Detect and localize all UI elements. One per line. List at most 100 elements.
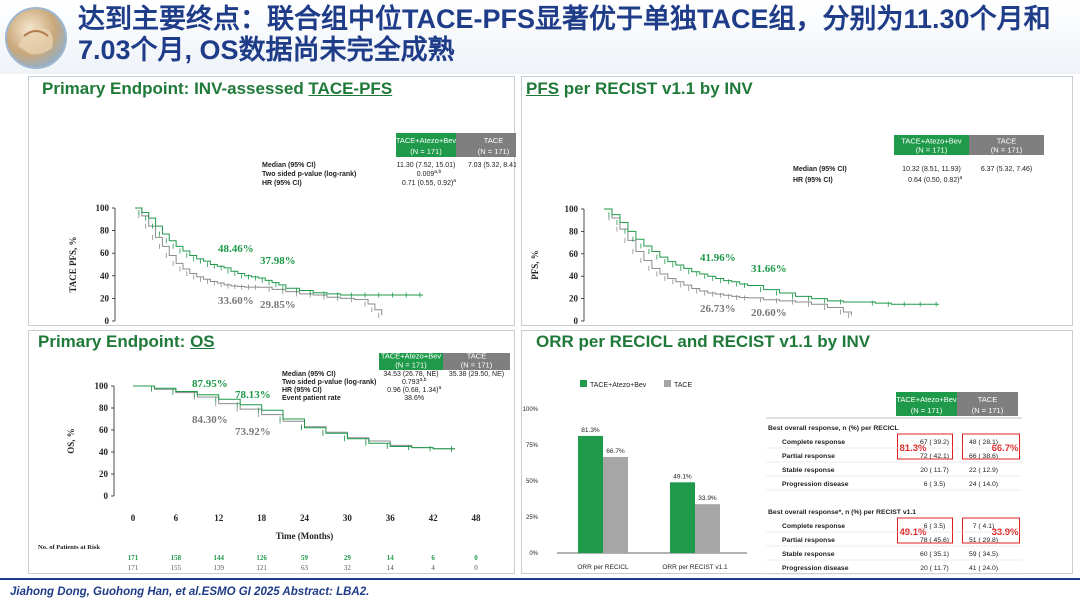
y-tick-label: 80: [100, 226, 110, 236]
y-tick-label: 60: [100, 248, 110, 258]
annotation-combo: 87.95%: [192, 378, 228, 390]
bar-label-combo: 81.3%: [581, 427, 600, 434]
row-value-combo: 78 ( 45.6): [920, 537, 949, 544]
stats-header-tace: [456, 133, 516, 157]
legend-swatch-combo: [580, 380, 587, 387]
curve-tace: [135, 207, 383, 316]
stats-header-tace: [969, 135, 1044, 155]
annotation-tace: 84.30%: [192, 414, 228, 426]
orr-box-combo: [897, 433, 953, 460]
annotation-tace: 29.85%: [260, 299, 296, 311]
bar-tace: [603, 456, 628, 553]
stats-header-combo-n: (N = 171): [395, 361, 427, 370]
row-value-tace: 48 ( 28.1): [969, 439, 998, 446]
y-tick-label: 20: [100, 293, 110, 303]
stats-header-combo-n: (N = 171): [916, 146, 948, 155]
curve-combo: [133, 385, 455, 450]
x-axis-label: Time (Months): [276, 531, 334, 541]
y-tick-label: 100: [565, 204, 579, 214]
panel-os: Primary Endpoint: OS 0 20 40 60 80 100 OS, % 0 6…: [28, 330, 515, 574]
risk-combo: 6: [431, 554, 435, 562]
section-title: Best overall response*, n (%) per RECIST…: [768, 509, 916, 516]
x-tick-label: 30: [343, 513, 353, 523]
risk-tace: 171: [128, 564, 139, 572]
footer-divider: [0, 578, 1080, 580]
annotation-combo: 78.13%: [235, 389, 271, 401]
bar-combo: [578, 435, 603, 553]
orr-value-tace: 66.7%: [992, 443, 1019, 454]
row-label: Stable response: [782, 467, 835, 474]
row-label: Partial response: [782, 537, 835, 544]
y-tick-label: 100%: [523, 407, 539, 413]
y-axis-label: TACE PFS, %: [68, 236, 78, 292]
panel-title-os: Primary Endpoint: OS: [38, 332, 215, 351]
panel-pfs-recist: PFS per RECIST v1.1 by INV 0 20 40 60 80 100 P…: [521, 76, 1073, 326]
risk-tace: 155: [171, 564, 182, 572]
row-value-tace: 22 ( 12.9): [969, 467, 998, 474]
y-tick-label: 100: [96, 203, 110, 213]
resp-header-combo: [896, 392, 957, 416]
panel-title-orr: ORR per RECICL and RECIST v1.1 by INV: [536, 332, 871, 351]
stats-header-combo-label: TACE+Atezo+Bev: [901, 136, 962, 145]
stats-header-combo-label: TACE+Atezo+Bev: [396, 136, 457, 145]
conference-logo: [5, 7, 67, 69]
y-tick-label: 80: [99, 403, 109, 413]
row-value-combo: 67 ( 39.2): [920, 439, 949, 446]
y-tick-label: 0: [104, 491, 109, 501]
row-value-tace: 7 ( 4.1): [973, 523, 995, 530]
stats-header-combo-label: TACE+Atezo+Bev: [381, 353, 442, 360]
row-label: Partial response: [782, 453, 835, 460]
risk-combo: 144: [214, 554, 225, 562]
row-value-combo: 6 ( 3.5): [924, 481, 946, 488]
x-tick-label: 6: [174, 513, 179, 523]
annotation-combo: 48.46%: [218, 243, 254, 255]
stats-header-combo: [379, 353, 443, 370]
risk-combo: 0: [474, 554, 478, 562]
x-tick-label: 42: [429, 513, 439, 523]
risk-tace: 0: [474, 564, 478, 572]
stats-value: 0.64 (0.50, 0.82)a: [908, 175, 962, 184]
risk-combo: 158: [171, 554, 182, 562]
stats-value: 0.71 (0.55, 0.92)a: [402, 178, 456, 187]
stats-header-combo-n: (N = 171): [410, 147, 442, 156]
bar-label-tace: 33.9%: [698, 495, 717, 502]
stats-label: HR (95% CI): [282, 387, 322, 394]
stats-label: Two sided p-value (log-rank): [262, 171, 356, 178]
citation: Jiahong Dong, Guohong Han, et al.ESMO GI…: [10, 586, 370, 598]
row-value-combo: 20 ( 11.7): [920, 565, 949, 572]
row-value-combo: 6 ( 3.5): [924, 523, 946, 530]
category-label: ORR per RECIST v1.1: [662, 564, 728, 571]
panel-orr: ORR per RECICL and RECIST v1.1 by INV TA…: [521, 330, 1073, 575]
x-tick-label: 12: [214, 513, 224, 523]
orr-box-combo: [897, 517, 953, 544]
legend-label-tace: TACE: [674, 382, 692, 389]
risk-tace: 4: [431, 564, 435, 572]
row-label: Progression disease: [782, 565, 849, 572]
orr-box-tace: [962, 517, 1020, 544]
y-axis-label: OS, %: [66, 428, 76, 454]
x-tick-label: 18: [257, 513, 267, 523]
row-value-combo: 60 ( 35.1): [920, 551, 949, 558]
risk-tace: 139: [214, 564, 225, 572]
stats-value: 0.96 (0.68, 1.34)a: [387, 385, 441, 394]
x-tick-label: 48: [472, 513, 482, 523]
stats-value: 38.6%: [404, 395, 424, 402]
stats-header-tace-label: TACE: [467, 353, 486, 360]
stats-label: Median (95% CI): [282, 371, 336, 378]
row-value-combo: 72 ( 42.1): [920, 453, 949, 460]
row-label: Complete response: [782, 523, 845, 530]
annotation-combo: 41.96%: [700, 252, 736, 264]
legend-label-combo: TACE+Atezo+Bev: [590, 382, 647, 389]
chart-orr: TACE+Atezo+Bev TACE 0% 25% 50% 75% 100% 81.3% 66…: [523, 380, 1022, 575]
y-tick-label: 25%: [526, 515, 539, 521]
row-value-tace: 66 ( 38.6): [969, 453, 998, 460]
annotation-tace: 73.92%: [235, 426, 271, 438]
bar-label-combo: 49.1%: [673, 473, 692, 480]
curve-combo: [135, 207, 423, 296]
stats-header-combo: [396, 133, 456, 157]
bar-combo: [670, 482, 695, 553]
panel-tace-pfs: Primary Endpoint: INV-assessed TACE-PFS …: [28, 76, 516, 326]
annotation-tace: 20.60%: [751, 307, 787, 319]
